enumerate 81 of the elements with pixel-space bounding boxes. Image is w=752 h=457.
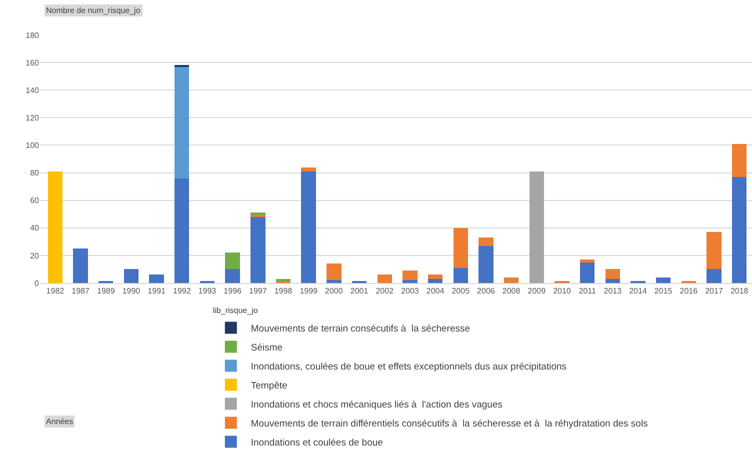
y-tick-label: 20: [30, 251, 40, 260]
x-tick-label: 1993: [198, 286, 217, 296]
x-tick-label: 2008: [502, 286, 521, 296]
bar: [174, 66, 190, 178]
x-tick-label: 1999: [300, 286, 318, 296]
bar: [478, 238, 494, 246]
x-tick-label: 2000: [325, 286, 344, 296]
bar: [377, 274, 392, 283]
bar: [706, 232, 722, 270]
bar: [580, 260, 595, 262]
legend-title: lib_risque_jo: [212, 306, 258, 316]
bar: [225, 252, 240, 270]
y-tick-label: 120: [26, 113, 40, 122]
bar: [124, 269, 139, 283]
bar: [48, 171, 63, 283]
x-tick-label: 2006: [477, 286, 496, 296]
bar: [326, 280, 342, 283]
x-tick-label: 1992: [172, 286, 192, 296]
x-tick-label: 1998: [274, 286, 293, 296]
bar: [402, 270, 418, 280]
x-tick-label: 2013: [604, 286, 622, 296]
text: Années: [46, 417, 74, 426]
x-tick-label: 1991: [148, 286, 166, 296]
x-tick-label: 1982: [46, 286, 65, 296]
legend-label: Séisme: [250, 342, 283, 354]
bar: [326, 264, 342, 280]
bar: [428, 274, 443, 279]
x-tick-label: 1990: [122, 286, 141, 296]
bar: [732, 176, 747, 283]
x-tick-label: 2002: [376, 286, 394, 296]
x-tick-label: 2001: [350, 286, 369, 296]
legend-label: Mouvements de terrain consécutifs à la sécheresse: [250, 323, 470, 334]
bar: [706, 269, 722, 283]
bar: [656, 277, 671, 283]
x-tick-label: 1989: [96, 286, 116, 296]
bar: [402, 280, 418, 283]
y-tick-label: 0: [34, 278, 40, 288]
legend-label: Inondations et coulées de boue: [250, 437, 383, 448]
legend-label: Inondations, coulées de boue et effets exceptionnels dus aux précipitations: [250, 361, 567, 372]
x-tick-label: 2015: [654, 286, 673, 296]
y-tick-label: 140: [26, 86, 40, 95]
bar: [580, 262, 595, 283]
bar: [250, 216, 266, 283]
legend-label: Tempête: [250, 380, 288, 392]
x-tick-label: 1987: [72, 286, 90, 296]
y-tick-label: 80: [30, 168, 40, 178]
x-tick-label: 2010: [553, 286, 572, 296]
y-tick-label: 100: [26, 141, 40, 150]
bar: [225, 269, 240, 283]
x-tick-label: 2018: [730, 286, 749, 296]
bar: [453, 228, 468, 268]
x-tick-label: 2009: [528, 286, 546, 296]
bar: [605, 278, 620, 283]
chart-title: Nombre de num_risque_jo: [46, 6, 141, 15]
y-tick-label: 180: [26, 30, 40, 40]
bar: [301, 167, 316, 172]
bar: [453, 268, 468, 283]
bar: [605, 269, 620, 279]
x-tick-label: 2017: [705, 286, 724, 296]
bar: [732, 144, 747, 177]
legend-label: Inondations et chocs mécaniques liés à l'action des vagues: [250, 399, 503, 410]
x-tick-label: 2016: [680, 286, 698, 296]
legend-label: Mouvements de terrain différentiels consécutifs à la sécheresse et à la réhydratation des sols: [250, 418, 648, 430]
x-tick-label: 2005: [452, 286, 470, 296]
bar: [504, 277, 519, 283]
y-tick-label: 40: [30, 224, 40, 233]
bar: [301, 171, 316, 283]
x-tick-label: 2003: [401, 286, 420, 296]
bar: [174, 178, 190, 283]
bar: [478, 246, 494, 283]
x-tick-label: 1996: [224, 286, 242, 296]
y-tick-label: 160: [26, 58, 40, 68]
x-tick-label: 1997: [249, 286, 268, 296]
y-tick-label: 60: [30, 196, 40, 206]
x-tick-label: 2004: [426, 286, 445, 296]
bar: [73, 248, 88, 283]
bar: [149, 274, 164, 283]
x-tick-label: 2014: [629, 286, 648, 296]
x-tick-label: 2011: [578, 286, 596, 296]
bar: [529, 171, 544, 283]
bar: [428, 278, 443, 283]
